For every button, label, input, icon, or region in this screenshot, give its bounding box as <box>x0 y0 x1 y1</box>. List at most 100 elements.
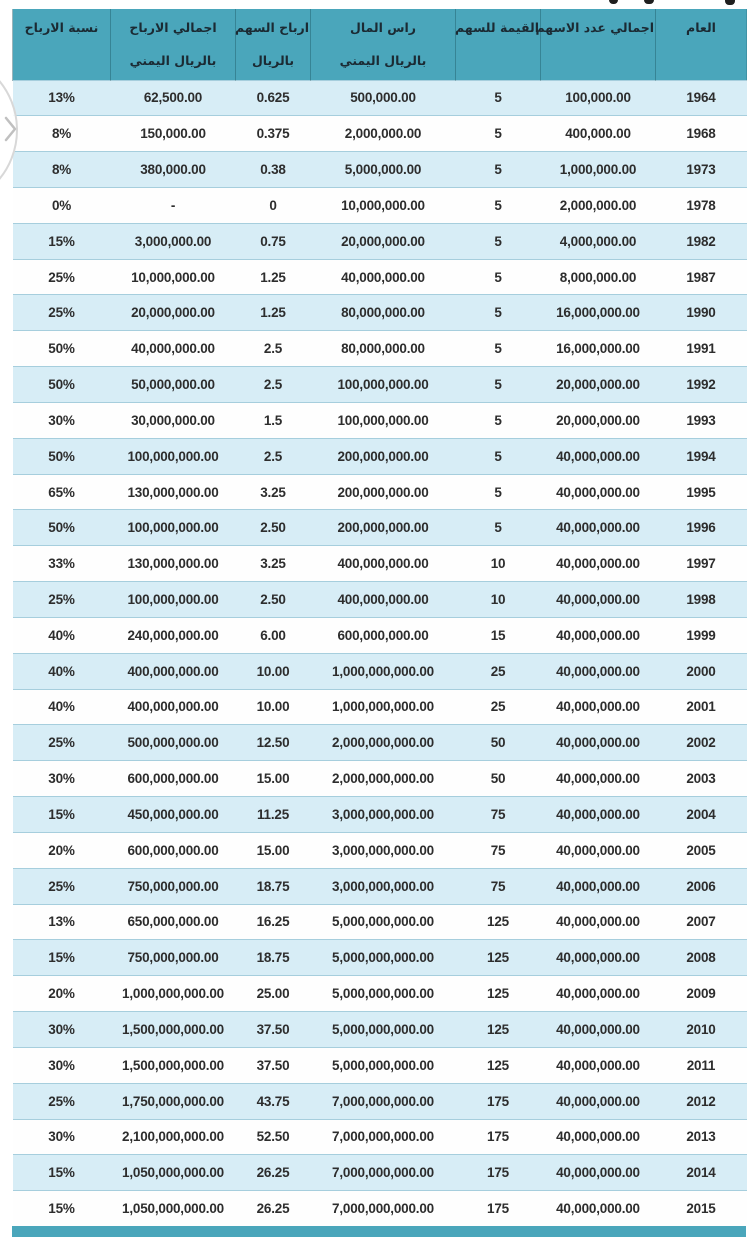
cell-profits: 100,000,000.00 <box>127 520 219 536</box>
table-row-1964: 1964 100,000.00 5 500,000.00 0.625 62,500.00 1… <box>12 80 747 116</box>
cell-value: 5 <box>494 305 502 321</box>
table-row-2015: 2015 40,000,000.00 175 7,000,000,000.00 26.2… <box>12 1190 747 1226</box>
cell-shares: 40,000,000.00 <box>556 950 640 966</box>
cell-profits: 20,000,000.00 <box>131 305 215 321</box>
cell-profits: 1,500,000,000.00 <box>122 1021 224 1037</box>
header-label: ارباح السهم <box>235 20 309 35</box>
header-label: بالريال اليمني <box>129 53 217 68</box>
cell-value: 5 <box>494 412 502 428</box>
cell-pct: 50% <box>48 377 75 393</box>
cell-eps: 37.50 <box>256 1057 290 1073</box>
cell-capital: 3,000,000,000.00 <box>332 806 434 822</box>
cell-value: 5 <box>494 90 502 106</box>
cell-pct: 25% <box>48 305 75 321</box>
cell-shares: 40,000,000.00 <box>556 663 640 679</box>
cell-pct: 50% <box>48 520 75 536</box>
dividends-table-container: العام اجمالي عدد الاسهم القيمة للسهم راس ال… <box>12 9 747 1237</box>
cell-pct: 15% <box>48 233 75 249</box>
cell-eps: 25.00 <box>256 986 290 1002</box>
cell-shares: 1,000,000.00 <box>559 162 637 178</box>
cell-pct: 25% <box>48 735 75 751</box>
table-row-1978: 1978 2,000,000.00 5 10,000,000.00 0 - 0% <box>12 187 747 224</box>
cell-year: 1990 <box>686 305 716 321</box>
header-label: نسبة الارباح <box>24 20 99 35</box>
cell-year: 2014 <box>686 1165 716 1181</box>
table-row-2003: 2003 40,000,000.00 50 2,000,000,000.00 15.00… <box>12 760 747 797</box>
cell-year: 2003 <box>686 771 716 787</box>
cell-eps: 37.50 <box>256 1021 290 1037</box>
cell-value: 125 <box>487 986 509 1002</box>
cell-eps: 12.50 <box>256 735 290 751</box>
cell-capital: 5,000,000,000.00 <box>332 950 434 966</box>
cell-profits: 1,050,000,000.00 <box>122 1165 224 1181</box>
cell-capital: 1,000,000,000.00 <box>332 699 434 715</box>
cell-pct: 50% <box>48 341 75 357</box>
cell-profits: 500,000,000.00 <box>127 735 219 751</box>
cell-eps: 26.25 <box>256 1201 290 1217</box>
cell-year: 2006 <box>686 878 716 894</box>
cell-eps: 18.75 <box>256 878 290 894</box>
cell-value: 10 <box>490 556 506 572</box>
cell-profits: 600,000,000.00 <box>127 842 219 858</box>
header-cell-year: العام <box>655 9 747 80</box>
cell-shares: 8,000,000.00 <box>559 269 637 285</box>
cell-value: 5 <box>494 197 502 213</box>
cell-pct: 40% <box>48 627 75 643</box>
cell-capital: 400,000,000.00 <box>337 592 429 607</box>
cell-pct: 25% <box>48 1093 75 1109</box>
cell-profits: 1,000,000,000.00 <box>122 986 224 1002</box>
cell-year: 1968 <box>686 126 716 142</box>
cell-eps: 0.375 <box>256 126 290 142</box>
cell-year: 1964 <box>686 90 716 106</box>
cell-eps: 16.25 <box>256 914 290 930</box>
cell-profits: 750,000,000.00 <box>127 950 219 966</box>
cell-eps: 3.25 <box>260 484 286 500</box>
cell-year: 1996 <box>686 520 716 536</box>
cell-year: 2004 <box>686 806 716 822</box>
cell-year: 2008 <box>686 950 716 966</box>
cell-shares: 40,000,000.00 <box>556 771 640 787</box>
cell-capital: 100,000,000.00 <box>337 377 429 393</box>
cell-eps: 6.00 <box>260 627 286 643</box>
header-cell-capital: راس المال بالريال اليمني <box>310 9 456 80</box>
cell-pct: 30% <box>48 771 75 787</box>
table-row-2002: 2002 40,000,000.00 50 2,000,000,000.00 12.50… <box>12 724 747 761</box>
cell-capital: 2,000,000,000.00 <box>332 771 434 787</box>
cell-capital: 600,000,000.00 <box>337 627 429 643</box>
cell-pct: 33% <box>48 556 75 572</box>
cell-value: 175 <box>487 1201 509 1217</box>
cell-eps: 10.00 <box>256 699 290 715</box>
cell-pct: 30% <box>48 1057 75 1073</box>
table-row-1987: 1987 8,000,000.00 5 40,000,000.00 1.25 10,000… <box>12 259 747 295</box>
cell-shares: 100,000.00 <box>565 90 631 106</box>
table-row-2005: 2005 40,000,000.00 75 3,000,000,000.00 15.00… <box>12 832 747 869</box>
table-row-2013: 2013 40,000,000.00 175 7,000,000,000.00 52.5… <box>12 1119 747 1155</box>
cell-shares: 20,000,000.00 <box>556 377 640 393</box>
cell-capital: 80,000,000.00 <box>341 341 425 357</box>
cell-capital: 5,000,000.00 <box>344 162 422 178</box>
cell-eps: 1.25 <box>260 305 286 321</box>
cell-pct: 15% <box>48 950 75 966</box>
cell-capital: 3,000,000,000.00 <box>332 878 434 894</box>
cell-value: 5 <box>494 520 502 536</box>
cell-value: 125 <box>487 1021 509 1037</box>
cell-year: 1987 <box>686 269 716 285</box>
table-row-2004: 2004 40,000,000.00 75 3,000,000,000.00 11.25… <box>12 796 747 833</box>
cell-pct: 8% <box>51 126 72 142</box>
cell-shares: 16,000,000.00 <box>556 305 640 321</box>
cell-year: 1998 <box>686 592 716 607</box>
cell-value: 75 <box>490 878 506 894</box>
cell-value: 5 <box>494 162 502 178</box>
cell-profits: 62,500.00 <box>143 90 203 106</box>
header-label: اجمالي عدد الاسهم <box>535 20 654 35</box>
cell-shares: 40,000,000.00 <box>556 592 640 607</box>
cell-shares: 20,000,000.00 <box>556 412 640 428</box>
cell-pct: 8% <box>51 162 72 178</box>
cell-profits: 150,000.00 <box>140 126 206 142</box>
cell-year: 1993 <box>686 412 716 428</box>
cell-eps: 0 <box>269 197 277 213</box>
cell-profits: 130,000,000.00 <box>127 484 219 500</box>
cell-value: 25 <box>490 663 506 679</box>
cell-profits: 380,000.00 <box>140 162 206 178</box>
cell-year: 1999 <box>686 627 716 643</box>
